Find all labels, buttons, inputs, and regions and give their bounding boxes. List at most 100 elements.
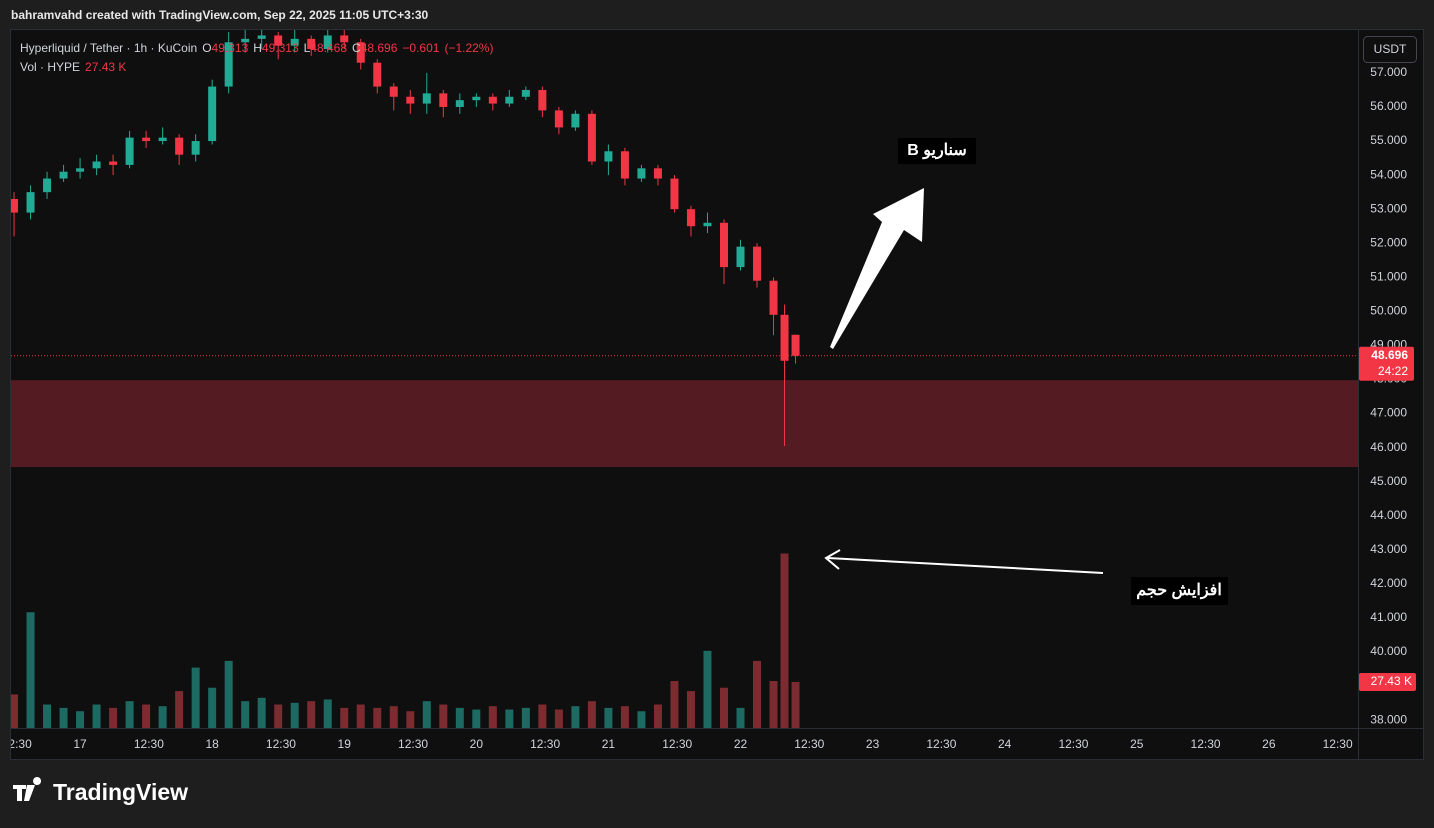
x-tick-label: 12:30 (2, 737, 32, 751)
volume-bar (422, 701, 431, 728)
volume-layer (11, 553, 800, 728)
volume-bar (769, 681, 778, 728)
volume-bar (521, 707, 530, 728)
annotation-box (898, 138, 976, 164)
attribution: bahramvahd created with TradingView.com,… (11, 8, 429, 22)
volume-badge (1359, 672, 1416, 691)
x-tick-label: 12:30 (1191, 737, 1221, 751)
volume-bar (780, 553, 789, 728)
volume-bar (406, 711, 415, 728)
arrow-up (830, 188, 924, 349)
change: −0.601 (402, 41, 440, 55)
volume-bar (26, 612, 35, 728)
volume-bar (323, 699, 332, 728)
x-tick-label: 12:30 (662, 737, 692, 751)
x-tick-label: 23 (866, 737, 880, 751)
candle-body (290, 38, 299, 46)
x-tick-label: 12:30 (1058, 737, 1088, 751)
volume-bar (158, 706, 167, 728)
volume-bar (125, 701, 134, 728)
candle-body (719, 222, 728, 268)
y-tick-label: 42.000 (1370, 576, 1407, 590)
volume-bar (686, 691, 695, 728)
candle-body (26, 192, 35, 213)
volume-bar (257, 697, 266, 728)
volume-bar (703, 650, 712, 728)
candle-layer (11, 30, 1358, 446)
candle-body (472, 96, 481, 101)
x-tick-label: 21 (602, 737, 616, 751)
candle-body (554, 110, 563, 128)
volume-bar (670, 681, 679, 728)
candle-body (505, 96, 514, 104)
candle-body (686, 209, 695, 227)
x-tick-label: 12:30 (134, 737, 164, 751)
candle-body (43, 178, 52, 193)
legend: Hyperliquid / Tether · 1h · KuCoin O49.31… (20, 39, 498, 77)
candle-body (356, 42, 365, 63)
volume-bar (241, 701, 250, 728)
currency-button[interactable] (1363, 36, 1417, 63)
candle-body (571, 113, 580, 128)
volume-bar (109, 707, 118, 728)
volume-bar (604, 707, 613, 728)
volume-value: 27.43 K (85, 60, 127, 74)
price-badge (1359, 346, 1414, 381)
candle-body (208, 86, 217, 142)
brand: TradingView (53, 779, 188, 805)
legend-row: Hyperliquid / Tether · 1h · KuCoin O49.31… (20, 39, 498, 58)
x-tick-label: 17 (73, 737, 87, 751)
x-tick-label: 12:30 (926, 737, 956, 751)
y-tick-label: 56.000 (1370, 99, 1407, 113)
candle-body (670, 178, 679, 210)
volume-name: Vol · HYPE (20, 60, 81, 74)
candle-body (422, 93, 431, 104)
volume-bar (505, 709, 514, 728)
x-tick-label: 12:30 (530, 737, 560, 751)
candle-body (158, 137, 167, 142)
y-tick-label: 38.000 (1370, 712, 1407, 726)
annotation-box (1131, 577, 1228, 605)
candle-body (340, 35, 349, 43)
candle-body (11, 198, 19, 213)
volume-bar (736, 707, 745, 728)
zone-layer (11, 380, 1358, 468)
arrow-line (827, 557, 1104, 574)
y-tick-label: 50.000 (1370, 304, 1407, 318)
candle-body (389, 86, 398, 97)
volume-bar (571, 706, 580, 728)
candle-body (224, 42, 233, 87)
candle-body (439, 93, 448, 107)
candle-body (59, 171, 68, 179)
volume-bar (455, 707, 464, 728)
candle-body (323, 35, 332, 50)
x-tick-label: 25 (1130, 737, 1144, 751)
change-pct: (−1.22%) (444, 41, 494, 55)
candle-body (488, 96, 497, 104)
arrow-head (824, 549, 841, 570)
candle-body (753, 246, 762, 281)
candle-body (175, 137, 184, 155)
volume-bar (274, 704, 283, 728)
y-tick-label: 43.000 (1370, 542, 1407, 556)
y-tick-label: 45.000 (1370, 474, 1407, 488)
volume-bar (488, 706, 497, 728)
volume-bar (175, 691, 184, 728)
volume-bar (753, 660, 762, 728)
candle-body (257, 35, 266, 39)
volume-bar (340, 707, 349, 728)
candle-body (791, 334, 800, 356)
x-tick-label: 26 (1262, 737, 1276, 751)
candle-body (703, 222, 712, 227)
candle-body (769, 280, 778, 315)
ohlc-value: 48.696 (360, 41, 398, 55)
volume-bar (43, 704, 52, 728)
candle-body (406, 96, 415, 104)
y-tick-label: 46.000 (1370, 440, 1407, 454)
volume-bar (389, 706, 398, 728)
ohlc-letter: L (303, 41, 311, 55)
volume-badge-label: 27.43 K (1371, 674, 1412, 688)
ohlc-letter: C (352, 41, 361, 55)
